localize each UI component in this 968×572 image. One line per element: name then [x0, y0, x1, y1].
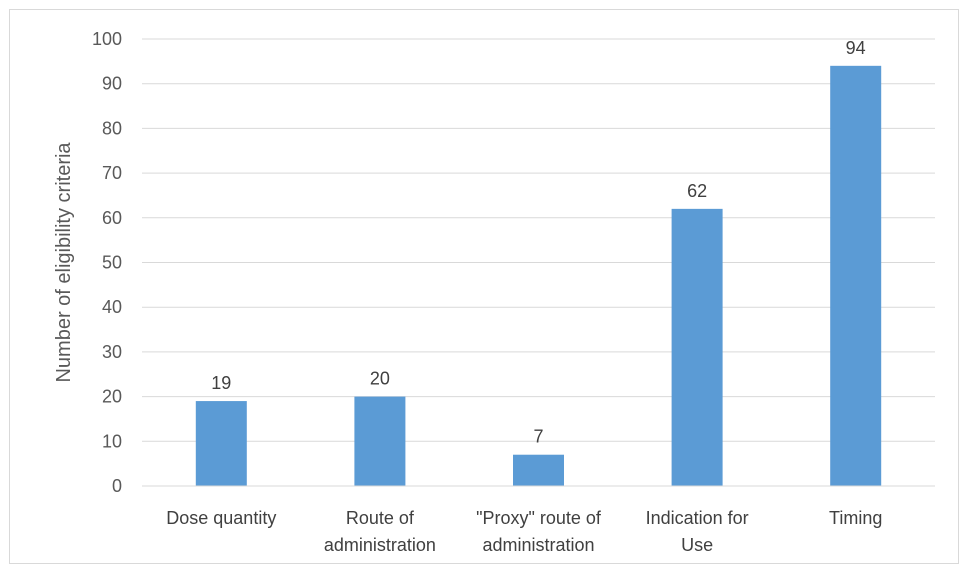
bar: [354, 396, 406, 486]
x-category-label: Indication for: [646, 508, 749, 528]
x-category-label: Dose quantity: [166, 508, 276, 528]
x-category-label: administration: [324, 535, 436, 555]
y-tick-label: 30: [102, 342, 122, 362]
x-category-label: "Proxy" route of: [476, 508, 602, 528]
bar: [671, 208, 723, 487]
y-tick-label: 40: [102, 297, 122, 317]
chart-frame: [9, 9, 959, 564]
bars: [195, 65, 882, 487]
x-category-label: Timing: [829, 508, 882, 528]
data-label: 20: [370, 369, 390, 389]
y-tick-label: 50: [102, 253, 122, 273]
data-label: 19: [211, 373, 231, 393]
y-tick-label: 10: [102, 431, 122, 451]
gridlines: [142, 38, 935, 442]
y-axis-ticks: 0 10 20 30 40 50 60 70 80 90 100: [92, 29, 122, 496]
bar: [513, 454, 564, 486]
y-tick-label: 60: [102, 208, 122, 228]
y-tick-label: 0: [112, 476, 122, 496]
bar: [830, 65, 882, 486]
y-tick-label: 100: [92, 29, 122, 49]
y-tick-label: 70: [102, 163, 122, 183]
y-tick-label: 20: [102, 387, 122, 407]
x-category-label: Route of: [346, 508, 415, 528]
y-axis-label: Number of eligibility criteria: [53, 142, 75, 383]
x-category-label: administration: [482, 535, 594, 555]
x-axis-categories: Dose quantity Route of administration "Prox…: [166, 508, 882, 555]
data-labels: 19 20 7 62 94: [211, 38, 865, 447]
data-label: 94: [846, 38, 866, 58]
data-label: 7: [533, 427, 543, 447]
x-category-label: Use: [681, 535, 713, 555]
y-tick-label: 90: [102, 74, 122, 94]
bar: [195, 401, 247, 486]
data-label: 62: [687, 181, 707, 201]
y-tick-label: 80: [102, 118, 122, 138]
